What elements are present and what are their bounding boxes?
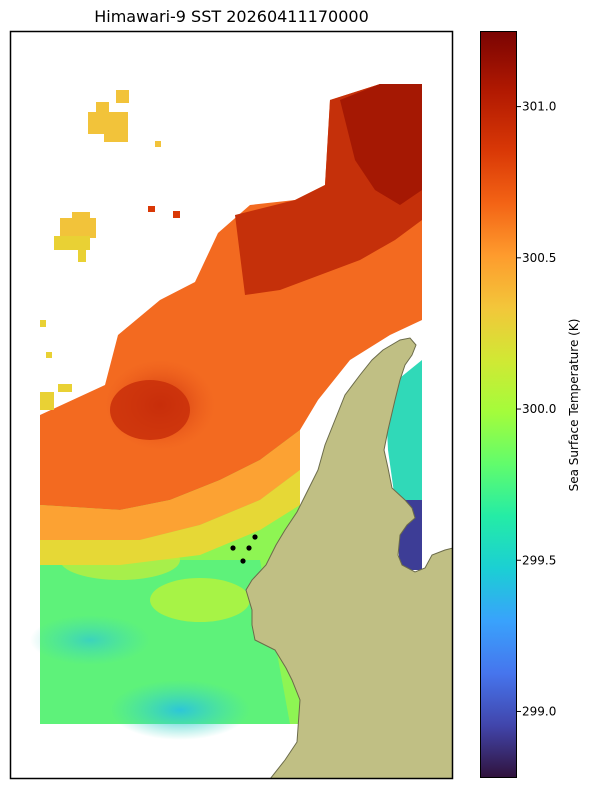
colorbar-tick-label: 300.0 [522, 402, 556, 416]
marker-point [252, 534, 258, 540]
colorbar-tick-label: 300.5 [522, 251, 556, 265]
colorbar-frame [480, 31, 517, 778]
colorbar-label: Sea Surface Temperature (K) [567, 319, 581, 492]
marker-point [246, 545, 252, 551]
marker-point [240, 558, 246, 564]
colorbar-tick-label: 299.5 [522, 553, 556, 567]
map-frame [9, 30, 454, 780]
marker-point [230, 545, 236, 551]
marker-group [230, 534, 258, 564]
colorbar [480, 31, 517, 778]
colorbar-tick-label: 301.0 [522, 100, 556, 114]
sst-field [30, 84, 453, 779]
colorbar-ticks: 301.0 300.5 300.0 299.5 299.0 [517, 100, 556, 718]
colorbar-tick-label: 299.0 [522, 704, 556, 718]
landmass [245, 337, 453, 779]
map-title: Himawari-9 SST 20260411170000 [94, 7, 369, 26]
